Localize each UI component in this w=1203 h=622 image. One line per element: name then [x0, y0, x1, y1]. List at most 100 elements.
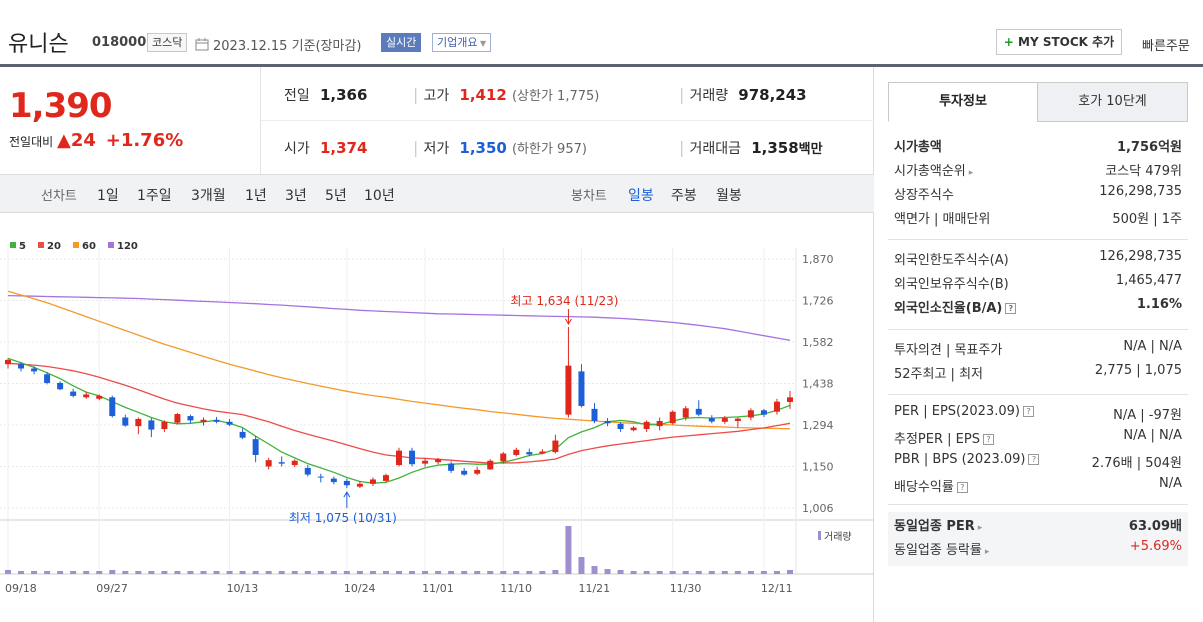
info-row[interactable]: 동일업종 등락률 ▸ +5.69%: [894, 539, 1182, 559]
volume-bar: [161, 571, 168, 574]
candle-body: [435, 459, 442, 463]
y-tick-label: 1,870: [802, 253, 834, 266]
volume-bar: [239, 571, 246, 574]
low-price: | 저가 1,350 (하한가 957): [413, 138, 587, 157]
candle-body: [552, 440, 559, 453]
calendar-icon: [195, 36, 209, 51]
help-icon[interactable]: ?: [1028, 454, 1040, 465]
candle-body: [669, 411, 676, 424]
industry-box: [888, 512, 1188, 566]
period-5y[interactable]: 5년: [325, 188, 347, 204]
candle-body: [760, 410, 767, 415]
help-icon[interactable]: ?: [1005, 303, 1017, 314]
info-row[interactable]: 동일업종 PER ▸ 63.09배: [894, 515, 1182, 535]
candle-body: [44, 374, 51, 383]
volume-bar: [174, 571, 181, 574]
company-info-dropdown[interactable]: 기업개요 ▼: [432, 33, 492, 52]
volume-bar: [500, 571, 507, 574]
volume-bar: [57, 571, 64, 574]
period-3m[interactable]: 3개월: [191, 188, 226, 204]
help-icon[interactable]: ?: [1022, 406, 1034, 417]
candle-body: [330, 478, 337, 483]
realtime-button[interactable]: 실시간: [381, 33, 422, 52]
legend-swatch: [38, 242, 44, 248]
help-icon[interactable]: ?: [956, 482, 968, 493]
info-row: PER | EPS(2023.09)? N/A | -97원: [894, 404, 1182, 424]
info-key: 외국인보유주식수(B): [894, 277, 1009, 292]
arrow-right-icon: ▸: [984, 547, 990, 557]
info-value: N/A | -97원: [1113, 408, 1182, 423]
x-tick-label: 12/11: [761, 582, 793, 595]
volume-bar: [396, 571, 402, 574]
legend-label: 60: [82, 241, 96, 252]
candle-body: [135, 418, 142, 427]
period-10y[interactable]: 10년: [364, 188, 395, 204]
y-tick-label: 1,294: [802, 419, 834, 432]
volume-bar: [552, 570, 559, 574]
chart-panel: [0, 67, 874, 622]
candle-body: [213, 419, 220, 422]
legend-label: 120: [117, 241, 138, 252]
candle-body: [200, 419, 207, 423]
candle-body: [773, 401, 780, 412]
section-divider: [888, 239, 1188, 240]
x-tick-label: 10/24: [344, 582, 376, 595]
tab-invest-info[interactable]: 투자정보: [888, 82, 1038, 122]
period-1d[interactable]: 1일: [97, 188, 119, 204]
candle-body: [31, 368, 38, 372]
volume-bar: [31, 571, 38, 574]
legend-label: 20: [47, 241, 61, 252]
candle-body: [148, 420, 155, 430]
volume-bar: [656, 571, 663, 574]
candle-weekly[interactable]: 주봉: [671, 188, 697, 204]
change-amount: 24: [70, 130, 96, 151]
tab-order-book[interactable]: 호가 10단계: [1037, 82, 1188, 122]
candle-daily[interactable]: 일봉: [628, 188, 654, 204]
arrow-right-icon: ▸: [977, 523, 983, 533]
info-value: 500원 | 1주: [1112, 212, 1182, 227]
candle-body: [474, 469, 481, 474]
volume-bar: [487, 571, 494, 574]
info-row: 상장주식수 126,298,735: [894, 184, 1182, 204]
info-value: +5.69%: [1129, 539, 1182, 554]
info-key: 상장주식수: [894, 188, 954, 203]
y-tick-label: 1,438: [802, 378, 834, 391]
date-basis: 2023.12.15 기준(장마감): [213, 39, 362, 54]
x-tick-label: 11/10: [500, 582, 532, 595]
help-icon[interactable]: ?: [982, 434, 994, 445]
info-row: 외국인한도주식수(A) 126,298,735: [894, 249, 1182, 269]
min-arrowhead: [343, 491, 351, 498]
info-value: N/A | N/A: [1123, 428, 1182, 443]
volume-bar: [682, 571, 689, 574]
volume-bar: [148, 571, 155, 574]
volume-bar: [304, 571, 311, 574]
volume-bar: [695, 571, 702, 574]
candle-body: [317, 476, 324, 478]
candle-body: [161, 421, 168, 430]
candle-body: [265, 460, 272, 467]
candle-monthly[interactable]: 월봉: [716, 188, 742, 204]
period-1w[interactable]: 1주일: [137, 188, 172, 204]
candle-body: [369, 479, 376, 484]
period-1y[interactable]: 1년: [245, 188, 267, 204]
candle-body: [187, 416, 194, 421]
x-tick-label: 11/01: [422, 582, 454, 595]
candle-body: [278, 462, 285, 464]
volume-bar: [226, 571, 233, 574]
tab-underline: [1037, 121, 1188, 122]
info-value: N/A: [1159, 476, 1182, 491]
info-row[interactable]: 시가총액순위 ▸ 코스닥 479위: [894, 160, 1182, 180]
section-divider: [888, 504, 1188, 505]
info-key: 동일업종 등락률 ▸: [894, 543, 990, 558]
my-stock-button[interactable]: + MY STOCK 추가: [996, 29, 1122, 55]
y-tick-label: 1,726: [802, 295, 834, 308]
volume-bar: [18, 571, 25, 574]
volume-bar: [747, 571, 754, 574]
max-arrowhead: [565, 318, 572, 325]
info-row: 외국인소진율(B/A)? 1.16%: [894, 297, 1182, 317]
period-3y[interactable]: 3년: [285, 188, 307, 204]
quick-order-link[interactable]: 빠른주문: [1142, 39, 1190, 54]
info-value: 코스닥 479위: [1105, 164, 1182, 179]
volume-bar: [83, 571, 90, 574]
info-key: 투자의견 | 목표주가: [894, 343, 1003, 358]
